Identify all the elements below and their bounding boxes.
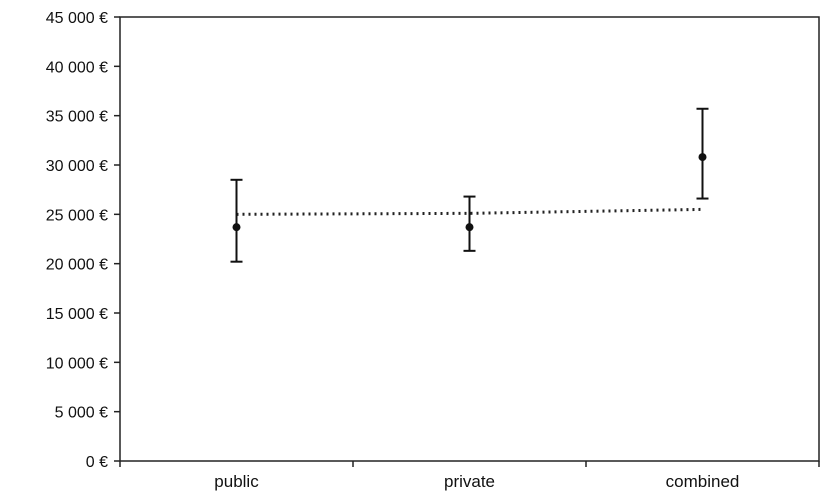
y-tick-label: 0 € — [86, 454, 108, 471]
x-category-label: public — [214, 472, 259, 491]
y-tick-label: 15 000 € — [46, 306, 108, 323]
y-tick-label: 20 000 € — [46, 257, 108, 274]
y-tick-label: 30 000 € — [46, 158, 108, 175]
data-point — [232, 223, 241, 232]
y-tick-label: 10 000 € — [46, 355, 108, 372]
x-axis: public private combined — [119, 461, 820, 491]
data-point — [465, 223, 474, 232]
plot-frame — [119, 16, 820, 462]
x-category-label: private — [444, 472, 495, 491]
y-tick-label: 25 000 € — [46, 207, 108, 224]
y-tick-label: 40 000 € — [46, 59, 108, 76]
data-marks — [230, 107, 709, 263]
y-tick-label: 35 000 € — [46, 109, 108, 126]
x-category-label: combined — [666, 472, 740, 491]
data-point — [698, 153, 707, 162]
y-axis: 0 € 5 000 € 10 000 € 15 000 € 20 000 € 25 000… — [46, 10, 120, 471]
y-tick-label: 5 000 € — [55, 405, 108, 422]
y-tick-label: 45 000 € — [46, 10, 108, 27]
